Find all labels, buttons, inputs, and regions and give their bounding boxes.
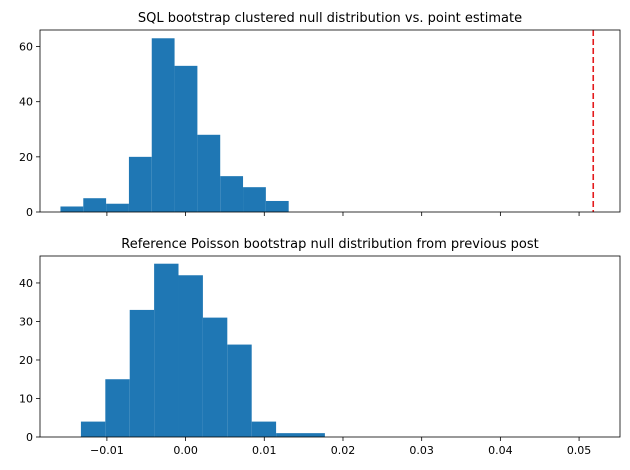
y-tick-label: 10 (19, 392, 33, 405)
histogram-bar (220, 176, 244, 212)
histogram-bar (60, 206, 84, 212)
histogram-bar (106, 203, 129, 212)
x-tick-label: 0.00 (173, 444, 198, 457)
histogram-bar (243, 187, 266, 212)
histogram-bar (80, 421, 106, 437)
y-tick-label: 0 (26, 206, 33, 219)
histogram-bar (105, 379, 130, 437)
top-chart-title: SQL bootstrap clustered null distributio… (138, 11, 522, 26)
histogram-bar (151, 38, 175, 212)
histogram-bar (129, 309, 155, 437)
x-tick-label: 0.01 (252, 444, 277, 457)
x-tick-label: 0.04 (488, 444, 513, 457)
x-tick-label: 0.02 (331, 444, 356, 457)
histogram-bar (276, 433, 301, 437)
axes-frame (39, 29, 621, 213)
y-tick-label: 40 (19, 277, 33, 290)
histogram-bar (174, 65, 198, 213)
histogram-bar (265, 200, 289, 212)
bottom-histogram-axes: Reference Poisson bootstrap null distrib… (19, 237, 621, 457)
histogram-bar (83, 198, 107, 212)
histogram-bar (197, 134, 221, 212)
histogram-bar (227, 344, 252, 437)
histogram-bar (300, 433, 325, 437)
y-tick-label: 40 (19, 96, 33, 109)
histogram-bar (251, 421, 277, 437)
y-tick-label: 20 (19, 151, 33, 164)
y-tick-label: 20 (19, 354, 33, 367)
y-tick-label: 0 (26, 431, 33, 444)
y-tick-label: 30 (19, 315, 33, 328)
bottom-chart-title: Reference Poisson bootstrap null distrib… (121, 237, 538, 252)
top-histogram-axes: SQL bootstrap clustered null distributio… (19, 11, 621, 219)
histogram-bar (128, 156, 152, 212)
histogram-bar (202, 317, 228, 437)
axes-frame (39, 255, 621, 438)
x-tick-label: 0.03 (409, 444, 434, 457)
x-tick-label: −0.01 (90, 444, 124, 457)
histogram-bar (178, 275, 203, 437)
histogram-bar (154, 263, 179, 437)
x-tick-label: 0.05 (567, 444, 592, 457)
y-tick-label: 60 (19, 41, 33, 54)
